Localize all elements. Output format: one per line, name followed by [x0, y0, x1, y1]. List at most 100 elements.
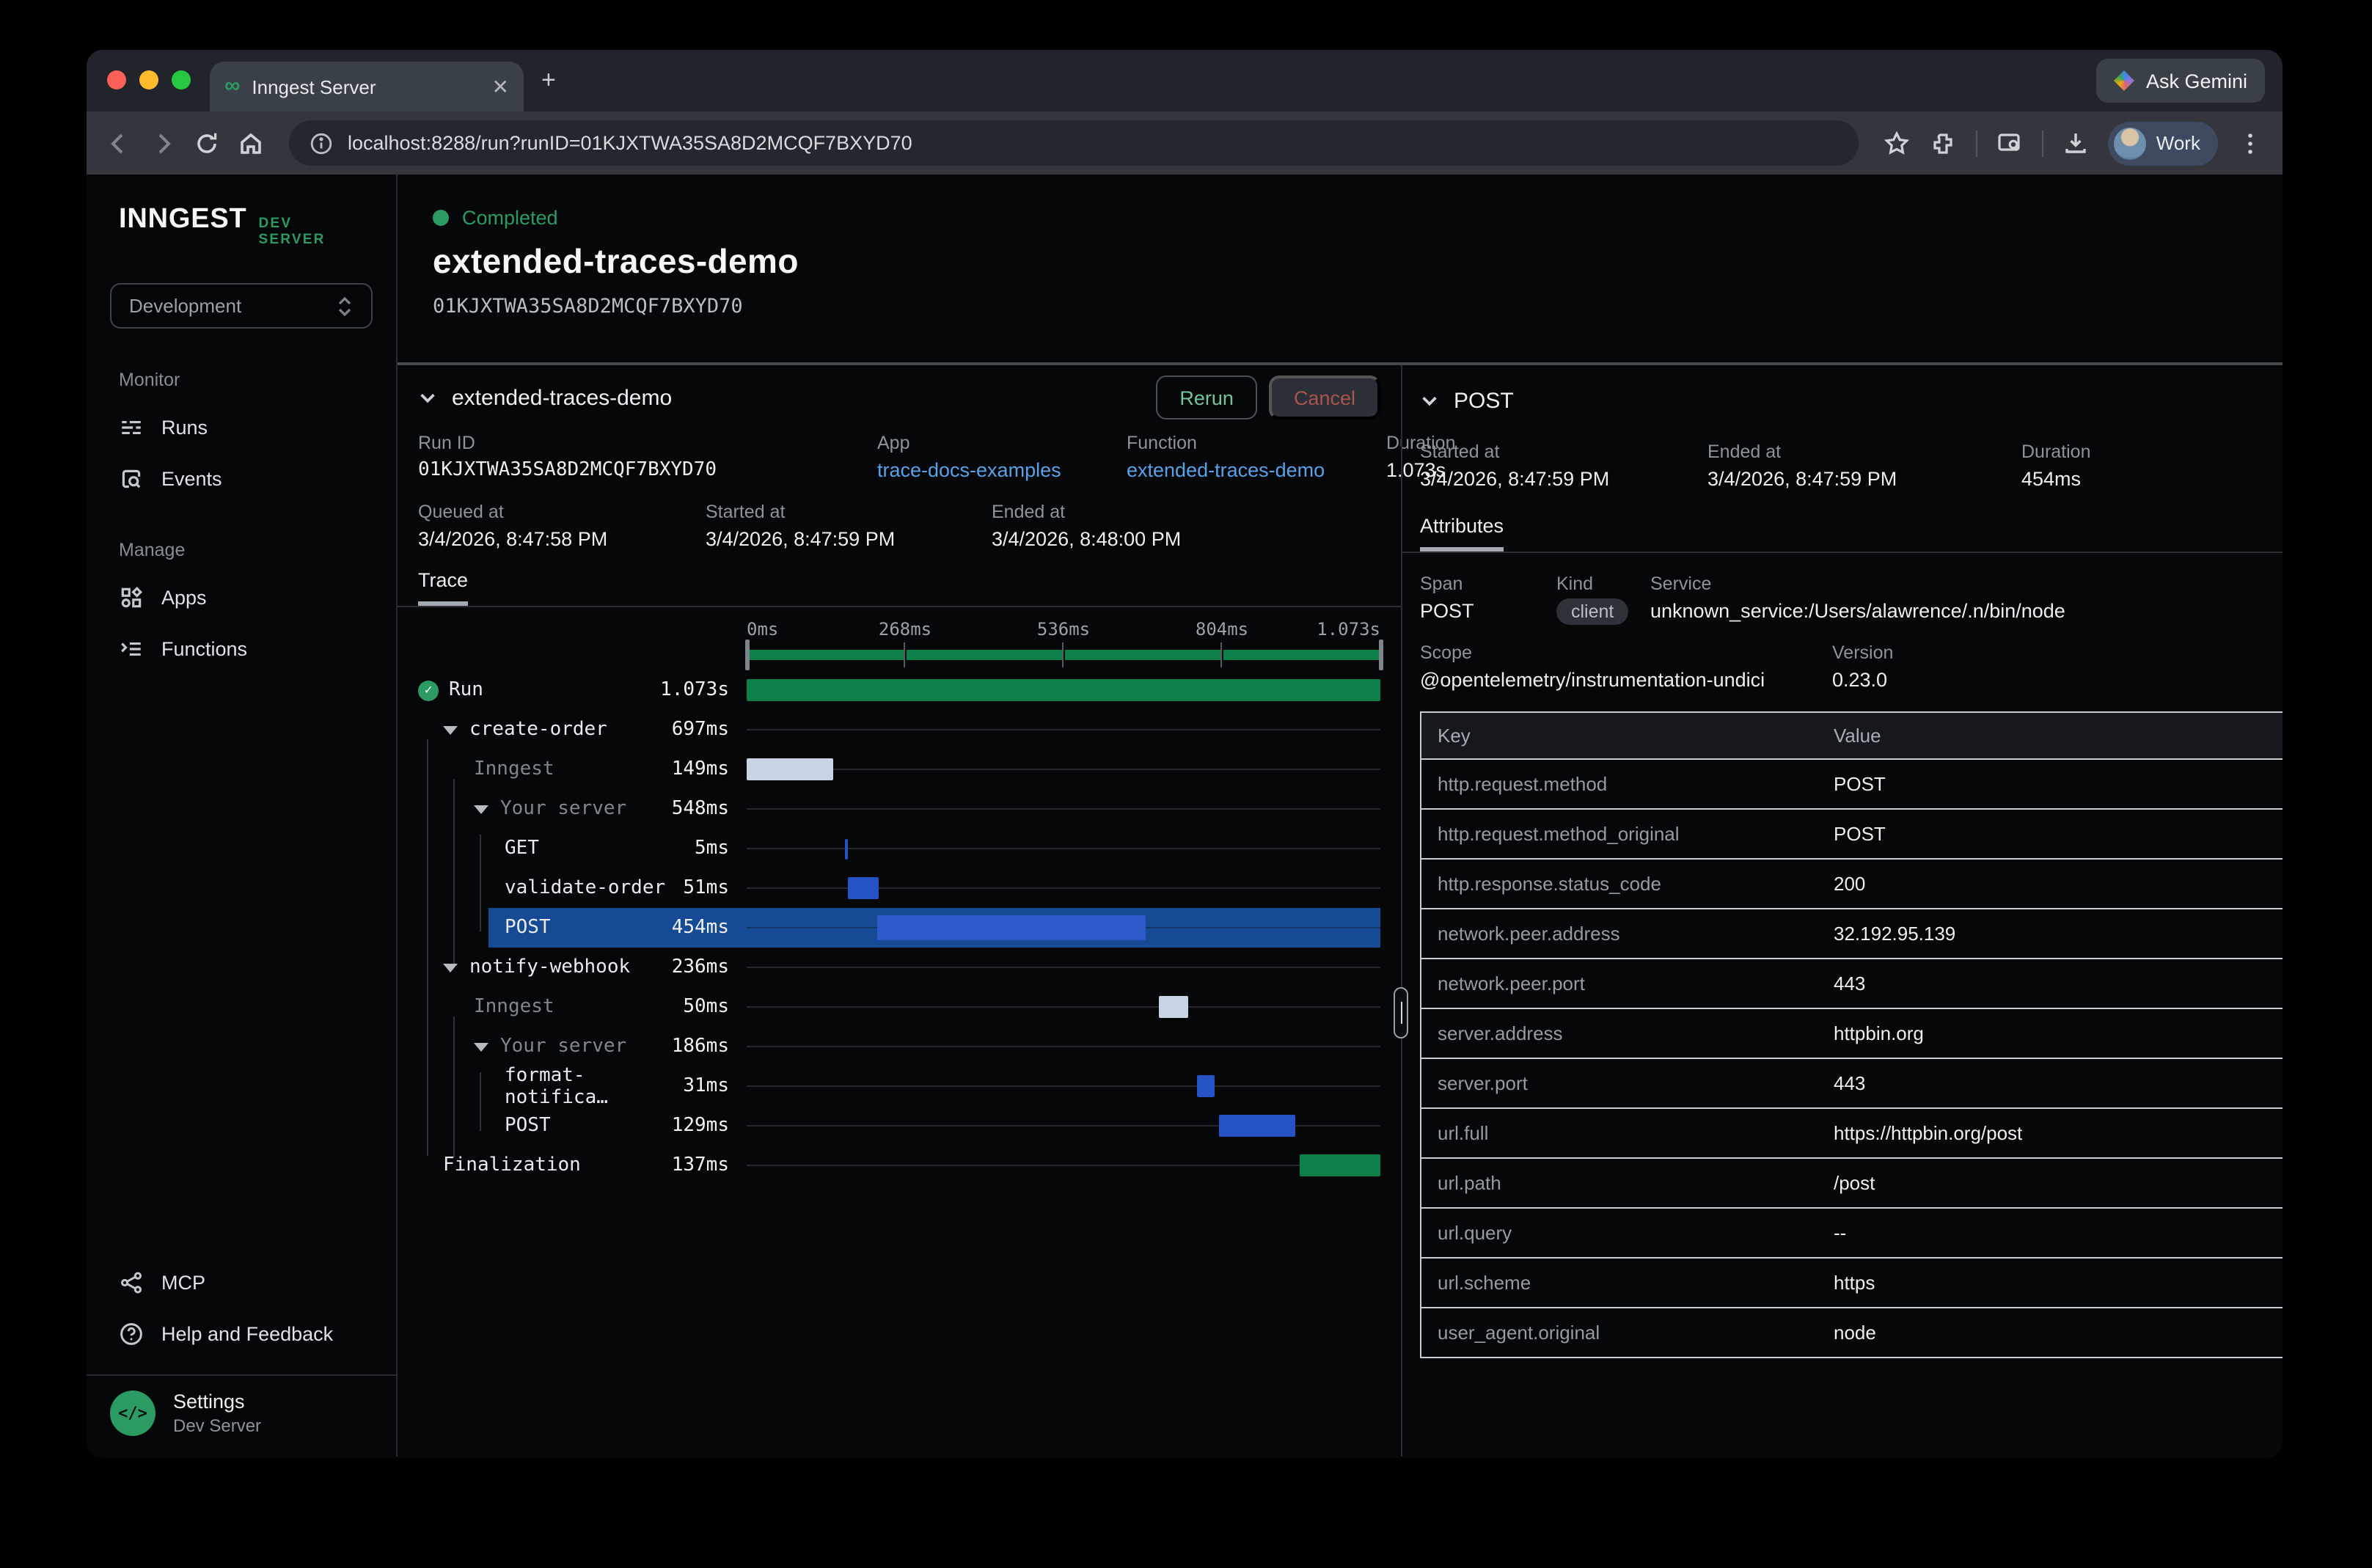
tab-close-icon[interactable]: ✕: [491, 74, 509, 98]
attribute-value: https://httpbin.org/post: [1834, 1122, 2023, 1144]
expand-arrow-icon[interactable]: [474, 1042, 488, 1051]
attribute-row[interactable]: user_agent.original node: [1421, 1307, 2283, 1357]
tab-search-icon[interactable]: [1995, 128, 2024, 158]
cancel-button[interactable]: Cancel: [1268, 375, 1380, 420]
trace-row-notify-webhook[interactable]: notify-webhook 236ms: [418, 948, 1380, 987]
back-icon[interactable]: [104, 128, 133, 158]
tab-attributes[interactable]: Attributes: [1420, 515, 1504, 552]
sidebar-item-help[interactable]: Help and Feedback: [87, 1308, 396, 1360]
trace-row-create-order[interactable]: create-order 697ms: [418, 710, 1380, 750]
expand-arrow-icon[interactable]: [443, 963, 458, 972]
sidebar-item-apps[interactable]: Apps: [87, 572, 396, 623]
details-chevron-icon[interactable]: [1420, 391, 1439, 410]
trace-row-get[interactable]: GET 5ms: [418, 829, 1380, 868]
function-link[interactable]: extended-traces-demo: [1127, 459, 1325, 481]
attribute-key: http.request.method: [1438, 773, 1608, 795]
menu-kebab-icon[interactable]: [2236, 128, 2265, 158]
span-duration: 137ms: [671, 1154, 729, 1176]
close-window-button[interactable]: [107, 70, 126, 89]
span-duration: 454ms: [671, 917, 729, 939]
app-link[interactable]: trace-docs-examples: [877, 459, 1061, 481]
span-bar[interactable]: [747, 679, 1380, 701]
sidebar-item-runs[interactable]: Runs: [87, 402, 396, 453]
queued-value: 3/4/2026, 8:47:58 PM: [418, 528, 608, 550]
span-bar[interactable]: [1219, 1115, 1296, 1137]
span-bar[interactable]: [845, 838, 849, 859]
trace-row-run[interactable]: ✓ Run 1.073s: [418, 670, 1380, 710]
span-bar[interactable]: [1299, 1154, 1380, 1176]
trace-row-validate-order[interactable]: validate-order 51ms: [418, 868, 1380, 908]
app-label: App: [877, 433, 910, 453]
attribute-row[interactable]: network.peer.port 443: [1421, 958, 2283, 1008]
span-track: [747, 789, 1380, 829]
span-duration: 186ms: [671, 1036, 729, 1058]
span-bar[interactable]: [877, 915, 1146, 940]
axis-tick: [1220, 642, 1222, 667]
trace-row-finalization[interactable]: Finalization 137ms: [418, 1146, 1380, 1185]
attribute-row[interactable]: url.query --: [1421, 1207, 2283, 1257]
attribute-key: url.query: [1438, 1222, 1512, 1244]
trace-row-your-server[interactable]: Your server 548ms: [418, 789, 1380, 829]
ended-value: 3/4/2026, 8:48:00 PM: [992, 528, 1182, 550]
expand-arrow-icon[interactable]: [443, 725, 458, 734]
zoom-window-button[interactable]: [172, 70, 191, 89]
downloads-icon[interactable]: [2061, 128, 2090, 158]
trace-row-inngest[interactable]: Inngest 50ms: [418, 987, 1380, 1027]
rerun-button[interactable]: Rerun: [1156, 375, 1257, 420]
bookmark-star-icon[interactable]: [1882, 128, 1911, 158]
url-bar[interactable]: localhost:8288/run?runID=01KJXTWA35SA8D2…: [289, 120, 1859, 166]
indent-guide: [427, 739, 428, 1156]
url-text[interactable]: localhost:8288/run?runID=01KJXTWA35SA8D2…: [348, 132, 912, 154]
span-bar[interactable]: [1196, 1075, 1215, 1097]
span-track: [747, 670, 1380, 710]
attribute-row[interactable]: server.address httpbin.org: [1421, 1008, 2283, 1058]
span-bar[interactable]: [747, 758, 833, 780]
timeline-minimap[interactable]: [745, 640, 1383, 670]
browser-tab[interactable]: ∞ Inngest Server ✕: [210, 62, 524, 111]
attribute-row[interactable]: http.response.status_code 200: [1421, 858, 2283, 908]
value-header: Value: [1834, 725, 1881, 747]
trace-row-format-notifica-[interactable]: format-notifica… 31ms: [418, 1064, 1380, 1108]
window-controls[interactable]: [107, 70, 191, 89]
attribute-row[interactable]: url.full https://httpbin.org/post: [1421, 1107, 2283, 1157]
sidebar-item-functions[interactable]: Functions: [87, 623, 396, 675]
new-tab-button[interactable]: +: [541, 66, 556, 94]
home-icon[interactable]: [236, 128, 266, 158]
reload-icon[interactable]: [192, 128, 222, 158]
attribute-row[interactable]: server.port 443: [1421, 1058, 2283, 1107]
attribute-row[interactable]: http.request.method_original POST: [1421, 808, 2283, 858]
minimize-window-button[interactable]: [139, 70, 158, 89]
extensions-icon[interactable]: [1929, 128, 1958, 158]
forward-icon[interactable]: [148, 128, 177, 158]
site-info-icon[interactable]: [310, 131, 333, 155]
span-bar[interactable]: [1158, 996, 1189, 1018]
attribute-row[interactable]: url.path/post: [1421, 1157, 2283, 1207]
attribute-row[interactable]: url.scheme https: [1421, 1257, 2283, 1307]
expand-arrow-icon[interactable]: [474, 805, 488, 813]
span-bar[interactable]: [848, 877, 879, 899]
sidebar-item-settings[interactable]: </> Settings Dev Server: [87, 1376, 396, 1457]
sidebar-section-monitor: Monitor: [119, 370, 180, 390]
minimap-separator: [905, 650, 907, 660]
trace-row-inngest[interactable]: Inngest 149ms: [418, 750, 1380, 789]
ask-gemini-button[interactable]: Ask Gemini: [2095, 59, 2265, 103]
trace-row-post[interactable]: POST 454ms: [418, 908, 1380, 948]
collapse-chevron-icon[interactable]: [418, 388, 437, 407]
attribute-row[interactable]: http.request.method POST: [1421, 758, 2283, 808]
span-duration: 236ms: [671, 956, 729, 978]
attribute-row[interactable]: network.peer.address 32.192.95.139: [1421, 908, 2283, 958]
attribute-key: network.peer.address: [1438, 923, 1620, 945]
panel-resize-handle[interactable]: [1394, 987, 1408, 1038]
trace-row-your-server[interactable]: Your server 186ms: [418, 1027, 1380, 1066]
profile-button[interactable]: Work: [2107, 121, 2218, 165]
trace-row-post[interactable]: POST 129ms: [418, 1106, 1380, 1146]
sidebar-item-mcp[interactable]: MCP: [87, 1257, 396, 1308]
tab-trace[interactable]: Trace: [418, 569, 469, 606]
span-duration: 129ms: [671, 1115, 729, 1137]
attribute-value: --: [1834, 1222, 1847, 1244]
axis-tick: [1379, 640, 1383, 670]
select-chevrons-icon: [338, 296, 351, 316]
environment-select[interactable]: Development: [110, 283, 373, 329]
sidebar-item-events[interactable]: Events: [87, 453, 396, 505]
